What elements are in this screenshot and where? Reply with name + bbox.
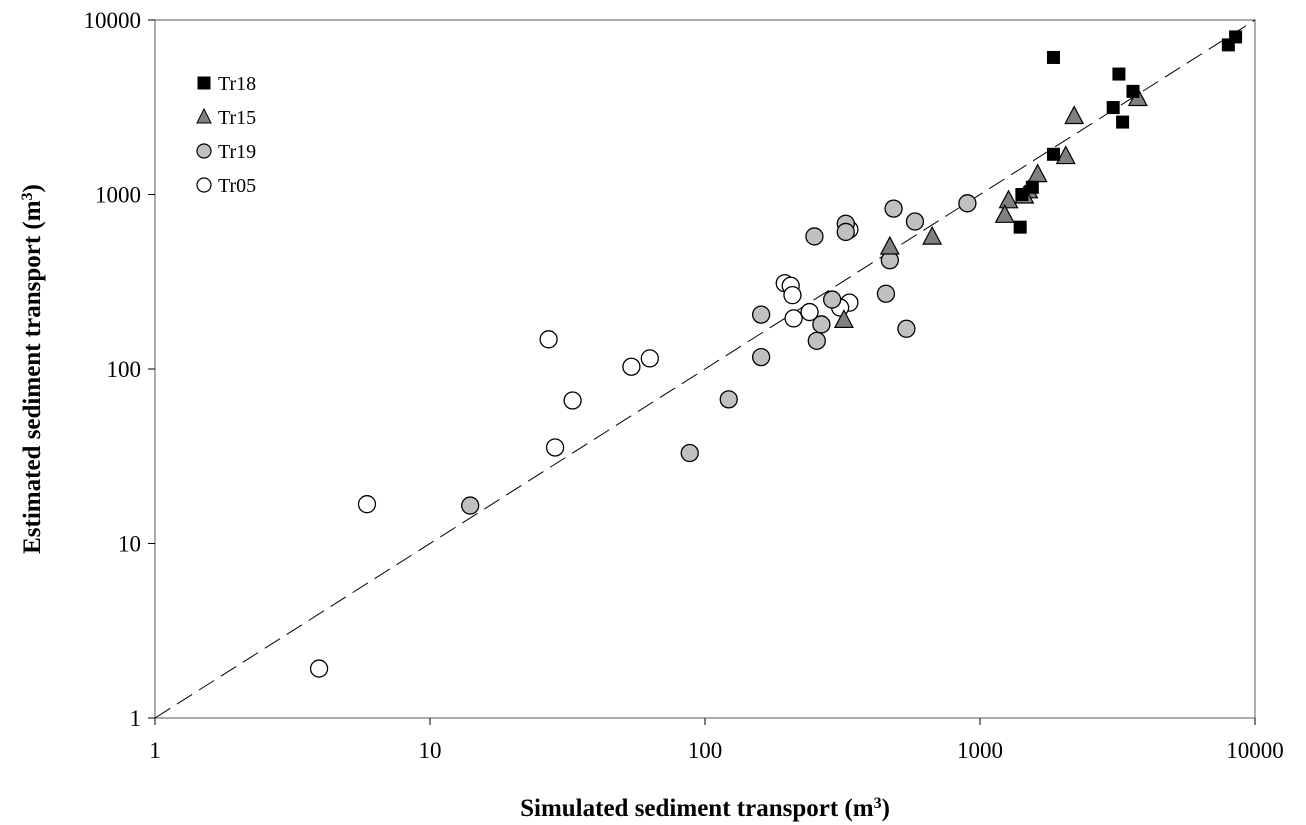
tr19-point bbox=[751, 305, 771, 324]
y-tick-label: 1000 bbox=[95, 183, 141, 208]
tr19-point bbox=[805, 227, 824, 246]
tr18-point bbox=[1046, 50, 1060, 64]
tr19-point bbox=[958, 194, 977, 213]
tr18-point bbox=[1013, 220, 1027, 234]
legend-label: Tr18 bbox=[218, 73, 256, 95]
y-tick-label: 10 bbox=[118, 532, 141, 557]
tr19-point bbox=[836, 222, 855, 242]
tr05-point bbox=[357, 495, 377, 514]
x-axis: 1 10 100 1000 10000 bbox=[149, 718, 1284, 763]
legend-label: Tr19 bbox=[218, 141, 256, 163]
y-tick-label: 1 bbox=[130, 706, 142, 731]
legend-item-tr18: Tr18 bbox=[197, 73, 256, 95]
tr19-point bbox=[461, 496, 480, 515]
tr18-point bbox=[1126, 84, 1140, 98]
tr05-point bbox=[309, 659, 329, 678]
legend-marker bbox=[196, 177, 212, 193]
series-tr19 bbox=[461, 194, 977, 515]
tr19-point bbox=[876, 284, 896, 303]
tr05-point bbox=[622, 357, 641, 376]
tr15-point bbox=[994, 204, 1015, 223]
x-axis-title-suffix: ) bbox=[882, 795, 890, 822]
y-axis: 1 10 100 1000 10000 bbox=[84, 8, 155, 731]
x-tick-label: 1 bbox=[149, 738, 161, 763]
tr18-point bbox=[1046, 147, 1060, 161]
tr18-point bbox=[1015, 188, 1029, 201]
y-tick-label: 10000 bbox=[84, 8, 142, 33]
tr15-point bbox=[833, 309, 854, 328]
tr19-point bbox=[884, 199, 903, 218]
tr05-point bbox=[640, 349, 659, 368]
tr15-point bbox=[922, 225, 943, 245]
data-points bbox=[309, 30, 1243, 678]
tr05-point bbox=[563, 391, 582, 410]
y-axis-title-superscript: 3 bbox=[19, 192, 36, 200]
legend-label: Tr15 bbox=[218, 107, 256, 129]
legend-label: Tr05 bbox=[218, 175, 256, 197]
tr15-point bbox=[998, 189, 1019, 209]
legend-marker bbox=[196, 107, 212, 124]
reference-line bbox=[154, 19, 1256, 719]
tr19-point bbox=[807, 331, 826, 350]
x-axis-title: Simulated sediment transport (m3) bbox=[520, 795, 890, 823]
tr15-point bbox=[1064, 105, 1085, 125]
tr19-point bbox=[905, 212, 925, 231]
tr19-point bbox=[751, 347, 771, 367]
tr19-point bbox=[812, 315, 831, 334]
legend-item-tr05: Tr05 bbox=[196, 175, 256, 197]
y-tick-label: 100 bbox=[107, 357, 142, 382]
tr18-point bbox=[1106, 101, 1120, 115]
tr05-point bbox=[783, 285, 802, 305]
tr18-point bbox=[1112, 67, 1126, 81]
y-axis-title-suffix: ) bbox=[19, 184, 46, 192]
legend: Tr18 Tr15 Tr19 Tr05 bbox=[196, 73, 256, 197]
tr19-point bbox=[680, 443, 699, 463]
tr18-point bbox=[1229, 30, 1243, 44]
tr05-point bbox=[784, 309, 803, 328]
tr05-point bbox=[800, 302, 819, 322]
x-tick-label: 10000 bbox=[1226, 738, 1284, 763]
legend-item-tr19: Tr19 bbox=[196, 141, 256, 163]
legend-item-tr15: Tr15 bbox=[196, 107, 256, 129]
tr18-point bbox=[1025, 180, 1039, 194]
tr18-point bbox=[1116, 115, 1130, 129]
tr05-point bbox=[539, 330, 558, 349]
x-tick-label: 100 bbox=[688, 738, 723, 763]
tr19-point bbox=[719, 390, 738, 409]
tr19-point bbox=[823, 290, 842, 309]
tr19-point bbox=[897, 319, 916, 338]
legend-marker bbox=[196, 143, 212, 159]
x-tick-label: 10 bbox=[419, 738, 442, 763]
tr15-point bbox=[879, 235, 900, 255]
x-axis-title-superscript: 3 bbox=[874, 795, 882, 812]
legend-marker bbox=[197, 76, 211, 90]
y-axis-title: Estimated sediment transport (m3) bbox=[19, 184, 47, 554]
x-tick-label: 1000 bbox=[957, 738, 1003, 763]
tr15-point bbox=[1055, 145, 1076, 165]
series-tr18 bbox=[1013, 30, 1243, 234]
tr05-point bbox=[545, 438, 565, 457]
